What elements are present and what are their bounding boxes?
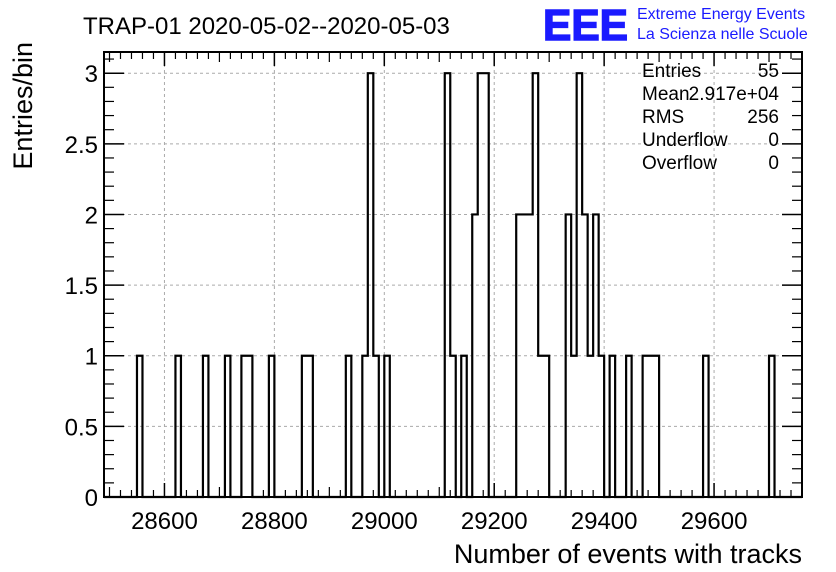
stats-label: Entries — [642, 61, 701, 82]
y-tick-label: 3 — [85, 61, 98, 88]
stats-value: 256 — [747, 107, 779, 128]
eee-logo-mark: EEE — [543, 1, 628, 50]
chart-title: TRAP-01 2020-05-02--2020-05-03 — [83, 13, 450, 40]
eee-logo-line2: La Scienza nelle Scuole — [637, 26, 808, 43]
stats-value: 2.917e+04 — [689, 84, 780, 105]
stats-label: Underflow — [642, 130, 728, 151]
x-tick-label: 29400 — [571, 508, 638, 535]
x-tick-label: 28800 — [241, 508, 308, 535]
y-axis-label: Entries/bin — [8, 42, 38, 170]
tick-labels: 0 0.5 1 1.5 2 2.5 3 28600 28800 29000 29200 29400 29… — [65, 61, 748, 535]
stats-value: 0 — [768, 130, 779, 151]
eee-logo-line1: Extreme Energy Events — [637, 6, 805, 23]
y-tick-label: 2 — [85, 202, 98, 229]
x-axis-label: Number of events with tracks — [454, 539, 802, 569]
stats-label: Mean — [642, 84, 690, 105]
stats-label: RMS — [642, 107, 684, 128]
x-tick-label: 29600 — [681, 508, 748, 535]
y-tick-label: 0.5 — [65, 414, 98, 441]
stats-value: 0 — [768, 153, 779, 174]
y-tick-label: 1.5 — [65, 273, 98, 300]
y-tick-label: 0 — [85, 485, 98, 512]
y-tick-label: 1 — [85, 344, 98, 371]
axis-ticks — [104, 52, 803, 498]
plot-frame — [103, 51, 803, 498]
stats-label: Overflow — [642, 153, 717, 174]
y-tick-label: 2.5 — [65, 132, 98, 159]
stats-value: 55 — [758, 61, 779, 82]
x-tick-label: 29000 — [351, 508, 418, 535]
eee-logo: EEE Extreme Energy Events La Scienza nel… — [542, 0, 808, 51]
x-tick-label: 28600 — [131, 508, 198, 535]
x-tick-label: 29200 — [461, 508, 528, 535]
histogram-outline — [104, 72, 802, 499]
